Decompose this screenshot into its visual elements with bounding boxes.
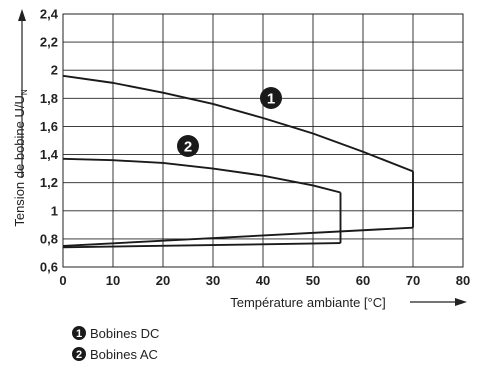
x-tick-label: 0 bbox=[59, 273, 66, 288]
series-2-lower-curve bbox=[62, 242, 341, 249]
series-2-marker bbox=[177, 135, 199, 157]
x-axis-arrowhead bbox=[455, 298, 467, 306]
legend-marker-label: 1 bbox=[76, 328, 82, 340]
y-axis-label: Tension de bobine U/UN bbox=[12, 89, 29, 227]
series-markers: 12 bbox=[177, 87, 282, 157]
legend-marker-2 bbox=[72, 347, 86, 361]
y-tick-label: 1,2 bbox=[40, 175, 58, 190]
y-tick-label: 2,4 bbox=[40, 7, 59, 22]
y-tick-label: 0,8 bbox=[40, 231, 58, 246]
legend-label: Bobines AC bbox=[90, 347, 158, 362]
x-tick-label: 70 bbox=[406, 273, 420, 288]
tick-labels: 0 10 20 30 40 50 60 70 80 0,6 0,8 1 1,2 1,4 1,6 1,8 2 2,2… bbox=[40, 7, 470, 289]
series-layer bbox=[62, 74, 414, 249]
axes bbox=[18, 9, 467, 306]
y-tick-label: 1 bbox=[51, 203, 58, 218]
series-1-marker bbox=[260, 87, 282, 109]
series-1-lower-curve bbox=[62, 226, 414, 247]
x-tick-label: 50 bbox=[306, 273, 320, 288]
series-2-upper-curve bbox=[62, 157, 341, 194]
legend-marker-label: 2 bbox=[76, 349, 82, 361]
x-tick-label: 60 bbox=[356, 273, 370, 288]
series-1-upper-curve bbox=[62, 74, 414, 173]
y-axis-label-text: Tension de bobine U/U bbox=[12, 95, 27, 227]
x-tick-label: 80 bbox=[456, 273, 470, 288]
y-tick-label: 0,6 bbox=[40, 260, 58, 275]
legend-marker-1 bbox=[72, 326, 86, 340]
series-2-marker-label: 2 bbox=[184, 139, 192, 156]
x-tick-label: 30 bbox=[206, 273, 220, 288]
y-tick-label: 1,4 bbox=[40, 147, 59, 162]
x-tick-label: 40 bbox=[256, 273, 270, 288]
y-tick-label: 1,6 bbox=[40, 119, 58, 134]
x-axis-label: Température ambiante [°C] bbox=[230, 295, 386, 310]
y-tick-label: 2,2 bbox=[40, 35, 58, 50]
x-tick-label: 10 bbox=[106, 273, 120, 288]
x-tick-label: 20 bbox=[156, 273, 170, 288]
legend: 1 Bobines DC 2 Bobines AC bbox=[72, 326, 159, 362]
y-axis-label-subscript: N bbox=[20, 89, 29, 95]
y-axis-arrowhead bbox=[18, 9, 26, 21]
y-tick-label: 2 bbox=[51, 63, 58, 78]
legend-label: Bobines DC bbox=[90, 326, 159, 341]
axis-labels: Tension de bobine U/UN Température ambia… bbox=[12, 89, 386, 310]
y-tick-label: 1,8 bbox=[40, 91, 58, 106]
series-1-marker-label: 1 bbox=[267, 91, 275, 108]
